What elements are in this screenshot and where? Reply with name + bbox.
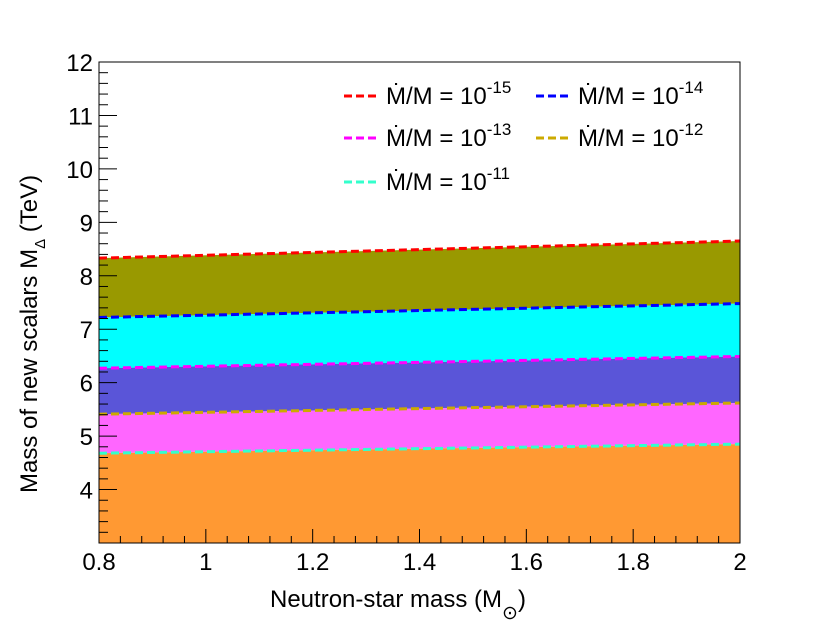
- y-tick-label: 9: [80, 210, 93, 237]
- legend-label-exponent: -12: [679, 120, 704, 139]
- legend-label: Ṁ/M = 10-15: [386, 78, 511, 110]
- legend-item: Ṁ/M = 10-11: [344, 164, 510, 196]
- y-axis-title-text: Mass of new scalars M: [16, 249, 43, 493]
- band-fill: [99, 402, 740, 454]
- series-line: [98, 302, 741, 319]
- x-tick-label: 1.8: [616, 549, 649, 576]
- legend-label-base: Ṁ/M = 10: [578, 83, 679, 110]
- x-axis-title-sub: ⊙: [502, 603, 518, 624]
- x-tick-label: 2: [733, 549, 746, 576]
- series-lines: [98, 239, 741, 455]
- series-line: [98, 442, 741, 455]
- y-axis-title-unit: (TeV): [16, 175, 43, 239]
- y-tick-label: 12: [66, 50, 93, 77]
- x-tick-label: 1.4: [403, 549, 436, 576]
- legend-label: Ṁ/M = 10-12: [578, 120, 703, 152]
- x-axis-title-text: Neutron-star mass (M: [270, 586, 502, 613]
- x-tick-label: 1: [199, 549, 212, 576]
- y-tick-label: 10: [66, 157, 93, 184]
- series-line: [98, 239, 741, 260]
- band-fill: [99, 356, 740, 415]
- y-tick-label: 6: [80, 371, 93, 398]
- legend-item: Ṁ/M = 10-13: [344, 120, 511, 152]
- band-fills: [99, 241, 740, 543]
- y-tick-label: 11: [68, 103, 93, 130]
- series-line: [98, 401, 741, 416]
- legend-label-exponent: -15: [487, 78, 512, 97]
- band-fill: [99, 303, 740, 369]
- legend-label-exponent: -14: [679, 78, 704, 97]
- legend-label: Ṁ/M = 10-14: [578, 78, 703, 110]
- legend-label: Ṁ/M = 10-13: [386, 120, 511, 152]
- x-tick-label: 1.2: [296, 549, 329, 576]
- legend-item: Ṁ/M = 10-12: [536, 120, 703, 152]
- y-axis-title: Mass of new scalars MΔ (TeV): [16, 175, 49, 493]
- legend-label-base: Ṁ/M = 10: [386, 169, 487, 196]
- x-tick-label: 0.8: [82, 549, 115, 576]
- legend-label-exponent: -13: [487, 120, 512, 139]
- series-line: [98, 354, 741, 370]
- legend: Ṁ/M = 10-15 Ṁ/M = 10-14Ṁ/M = 10-13 Ṁ/M = 1…: [344, 78, 703, 196]
- y-tick-label: 4: [80, 478, 93, 505]
- x-tick-label: 1.6: [510, 549, 543, 576]
- legend-item: Ṁ/M = 10-14: [536, 78, 703, 110]
- y-axis-ticks: 4 5 6 7 8 9 10 11 12: [66, 50, 117, 544]
- legend-label-base: Ṁ/M = 10: [386, 125, 487, 152]
- legend-label-base: Ṁ/M = 10: [386, 83, 487, 110]
- x-axis-ticks: 0.8 1 1.2 1.4 1.6 1.8 2: [82, 529, 747, 576]
- legend-label-base: Ṁ/M = 10: [578, 125, 679, 152]
- y-tick-label: 8: [80, 264, 93, 291]
- legend-label-exponent: -11: [487, 164, 510, 183]
- y-tick-label: 5: [80, 424, 93, 451]
- y-tick-label: 7: [80, 317, 93, 344]
- x-axis-title-close: ): [518, 586, 526, 613]
- x-axis-title: Neutron-star mass (M⊙): [270, 586, 526, 624]
- band-fill: [99, 444, 740, 543]
- legend-label: Ṁ/M = 10-11: [386, 164, 510, 196]
- y-axis-title-sub: Δ: [32, 239, 49, 249]
- band-fill: [99, 241, 740, 318]
- legend-item: Ṁ/M = 10-15: [344, 78, 511, 110]
